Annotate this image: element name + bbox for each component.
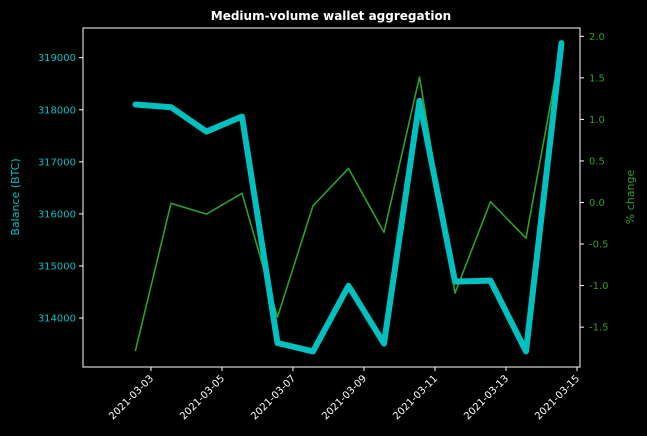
y-right-tick-label: 1.5 (589, 73, 605, 84)
y-left-tick-label: 314000 (38, 314, 76, 325)
y-right-tick-label: 2.0 (589, 32, 605, 43)
y-left-tick-label: 318000 (38, 105, 76, 116)
y-left-axis-label: Balance (BTC) (9, 158, 22, 235)
y-left-tick-label: 315000 (38, 261, 76, 272)
y-right-tick-label: 1.0 (589, 115, 605, 126)
plot-area (132, 40, 565, 355)
y-left-tick-label: 317000 (38, 157, 76, 168)
y-right-tick-label: 0.5 (589, 156, 605, 167)
y-right-tick-label: 0.0 (589, 198, 605, 209)
y-left-tick-label: 319000 (38, 53, 76, 64)
y-right-tick-label: -1.5 (589, 323, 609, 334)
plot-frame (82, 27, 581, 368)
y-right-axis-label: % change (624, 170, 637, 225)
y-left-tick-label: 316000 (38, 209, 76, 220)
y-right-tick-label: -0.5 (589, 240, 609, 251)
chart-title: Medium-volume wallet aggregation (211, 9, 451, 23)
y-right-tick-label: -1.0 (589, 281, 609, 292)
